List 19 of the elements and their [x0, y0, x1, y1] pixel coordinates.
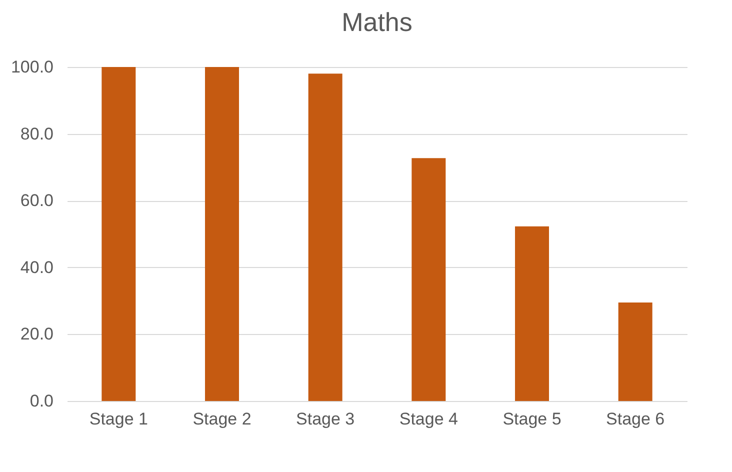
- bar: [205, 67, 239, 401]
- chart-title: Maths: [342, 7, 412, 37]
- bar: [618, 302, 652, 401]
- y-tick-label: 100.0: [10, 58, 54, 76]
- x-tick-label: Stage 2: [192, 410, 252, 428]
- y-tick-label: 20.0: [20, 324, 54, 344]
- y-tick-label: 40.0: [20, 258, 54, 277]
- x-tick-label: Stage 5: [502, 410, 562, 428]
- x-tick-label: Stage 3: [296, 410, 355, 428]
- x-tick-label: Stage 4: [399, 410, 458, 428]
- y-tick-label: 60.0: [20, 191, 54, 210]
- bar: [102, 67, 136, 401]
- y-tick-label: 0.0: [30, 392, 54, 410]
- y-tick-label: 80.0: [20, 124, 54, 144]
- bar: [308, 74, 342, 401]
- x-tick-label: Stage 6: [606, 410, 665, 428]
- x-tick-label: Stage 1: [89, 410, 148, 428]
- bar: [412, 158, 446, 401]
- bar: [515, 226, 549, 401]
